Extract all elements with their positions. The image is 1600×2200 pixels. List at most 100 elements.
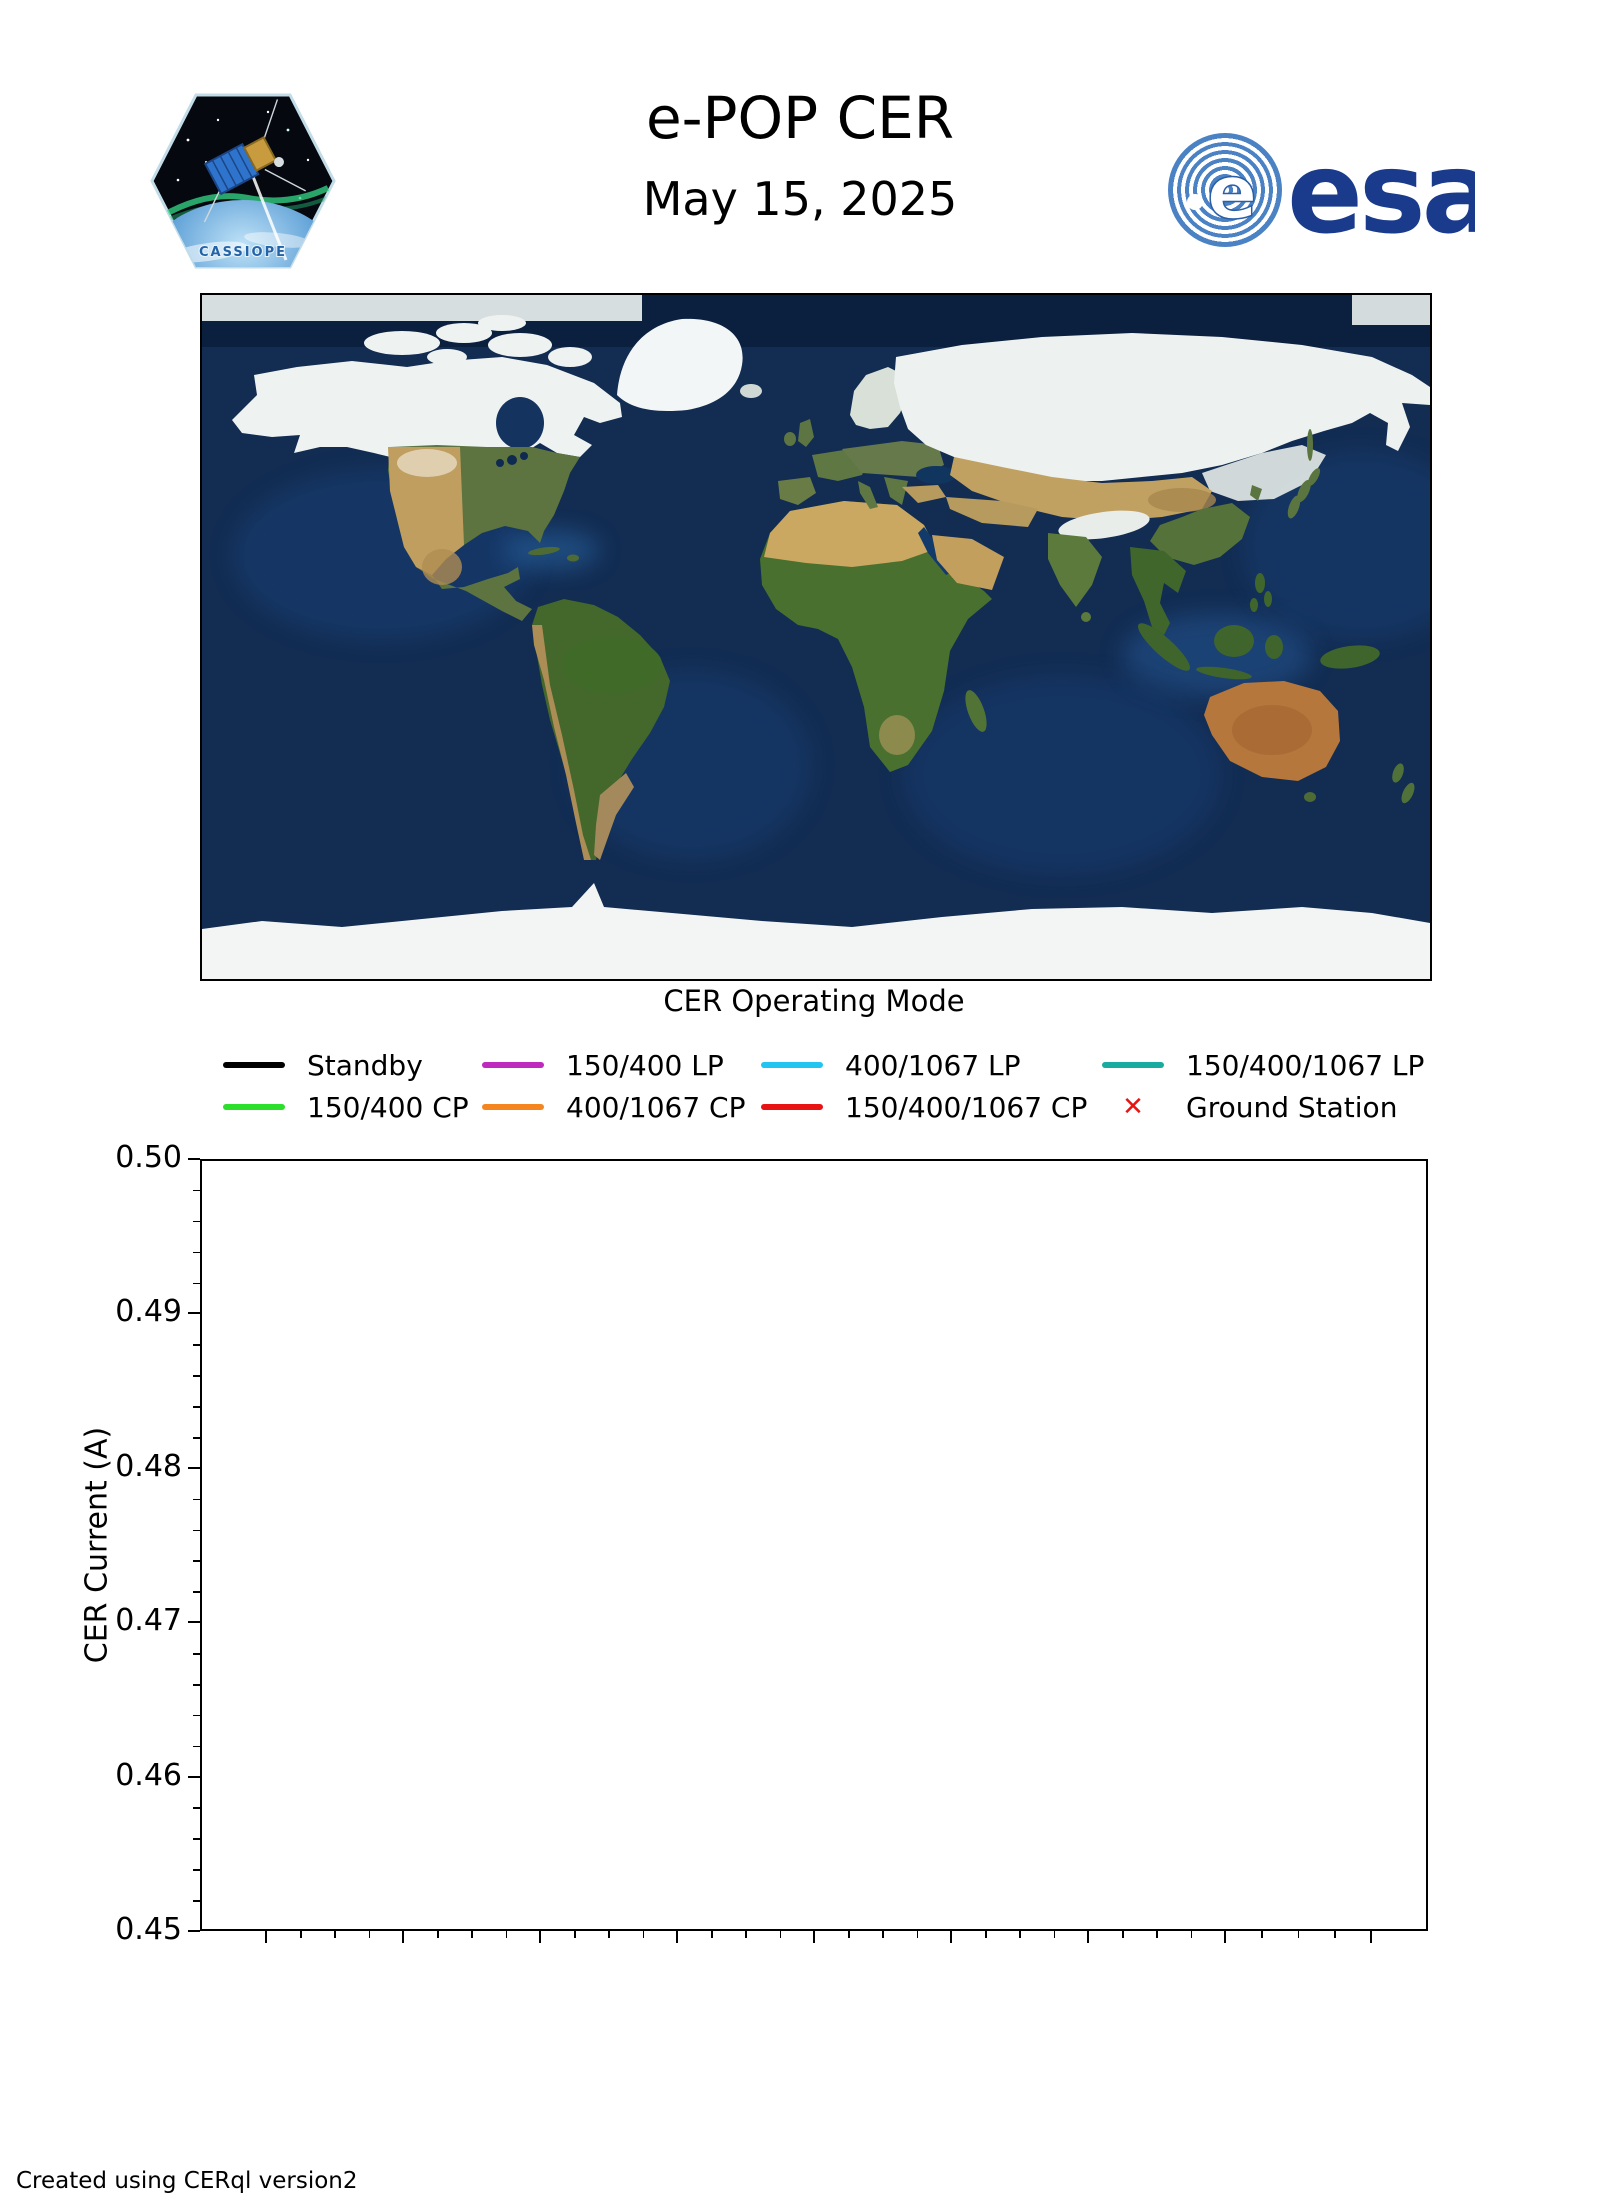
legend-item: 150/400/1067 LP	[1102, 1048, 1424, 1082]
legend-item: 150/400 CP	[223, 1090, 469, 1124]
y-tick	[188, 1158, 200, 1160]
y-minor-tick	[193, 1529, 200, 1532]
x-minor-tick	[505, 1931, 508, 1938]
y-tick	[188, 1930, 200, 1932]
y-minor-tick	[193, 1220, 200, 1223]
y-minor-tick	[193, 1591, 200, 1593]
x-tick	[1370, 1931, 1372, 1943]
x-minor-tick	[334, 1931, 337, 1938]
x-tick	[265, 1931, 267, 1943]
cer-current-plot	[200, 1159, 1428, 1931]
legend-item: 400/1067 LP	[761, 1048, 1021, 1082]
legend-swatch-150/400/1067 CP	[761, 1104, 823, 1110]
y-tick-label: 0.45	[115, 1912, 182, 1947]
x-minor-tick	[985, 1931, 987, 1938]
legend-label: Standby	[307, 1048, 423, 1082]
y-minor-tick	[193, 1189, 200, 1192]
legend-swatch-150/400 CP	[223, 1104, 285, 1110]
x-minor-tick	[916, 1931, 919, 1938]
y-tick-label: 0.46	[115, 1757, 182, 1793]
y-minor-tick	[193, 1807, 200, 1810]
y-tick-label: 0.50	[115, 1140, 182, 1175]
x-minor-tick	[368, 1931, 371, 1938]
y-minor-tick	[193, 1436, 200, 1439]
legend-title: CER Operating Mode	[663, 984, 965, 1018]
x-minor-tick	[745, 1931, 747, 1938]
x-minor-tick	[1019, 1931, 1021, 1938]
y-minor-tick	[193, 1714, 200, 1717]
x-minor-tick	[1053, 1931, 1056, 1938]
x-tick	[1086, 1931, 1089, 1943]
legend-label: Ground Station	[1186, 1090, 1398, 1124]
y-minor-tick	[193, 1745, 200, 1748]
svg-text:CASSIOPE: CASSIOPE	[199, 245, 287, 260]
x-tick	[812, 1931, 815, 1943]
x-minor-tick	[1297, 1931, 1300, 1938]
y-tick	[188, 1621, 200, 1624]
legend-label: 150/400/1067 CP	[845, 1090, 1088, 1124]
legend-label: 400/1067 CP	[566, 1090, 746, 1124]
x-minor-tick	[642, 1931, 645, 1938]
legend-item: Standby	[223, 1048, 423, 1082]
x-tick	[401, 1931, 404, 1943]
x-minor-tick	[471, 1931, 474, 1938]
svg-text:esa: esa	[1287, 129, 1475, 253]
y-minor-tick	[193, 1900, 200, 1902]
x-minor-tick	[300, 1931, 302, 1938]
y-minor-tick	[193, 1344, 200, 1346]
y-tick	[188, 1775, 200, 1778]
y-minor-tick	[193, 1869, 200, 1871]
legend-swatch-Standby	[223, 1062, 285, 1068]
y-tick	[188, 1312, 200, 1315]
x-minor-tick	[882, 1931, 884, 1938]
legend: Standby 150/400 LP 400/1067 LP 150/400/1067…	[0, 1030, 1600, 1140]
esa-logo-icon: e esa	[1165, 128, 1497, 259]
y-minor-tick	[193, 1838, 200, 1840]
legend-label: 150/400 LP	[566, 1048, 724, 1082]
y-minor-tick	[193, 1498, 200, 1501]
legend-swatch-400/1067 CP	[482, 1104, 544, 1110]
footer-credit: Created using CERql version2	[16, 2168, 358, 2194]
x-minor-tick	[437, 1931, 439, 1938]
x-minor-tick	[574, 1931, 576, 1938]
y-minor-tick	[193, 1251, 200, 1254]
y-minor-tick	[193, 1375, 200, 1377]
legend-swatch-150/400/1067 LP	[1102, 1062, 1164, 1068]
x-tick	[949, 1931, 952, 1943]
legend-item: 400/1067 CP	[482, 1090, 745, 1124]
x-minor-tick	[1190, 1931, 1193, 1938]
legend-item: ✕ Ground Station	[1102, 1090, 1397, 1124]
cassiope-mission-patch-icon: CASSIOPE	[148, 90, 338, 272]
ground-station-x-icon: ✕	[1122, 1092, 1144, 1122]
legend-swatch-400/1067 LP	[761, 1062, 823, 1068]
legend-item: 150/400 LP	[482, 1048, 724, 1082]
x-minor-tick	[1122, 1931, 1124, 1938]
world-map	[200, 293, 1482, 981]
y-minor-tick	[193, 1683, 200, 1686]
y-axis-label: CER Current (A)	[79, 1426, 115, 1664]
legend-label: 400/1067 LP	[845, 1048, 1021, 1082]
y-minor-tick	[193, 1560, 200, 1563]
legend-label: 150/400/1067 LP	[1186, 1048, 1425, 1082]
x-minor-tick	[848, 1931, 850, 1938]
legend-swatch-150/400 LP	[482, 1062, 544, 1068]
x-minor-tick	[1334, 1931, 1337, 1938]
x-tick	[675, 1931, 678, 1943]
x-tick	[1223, 1931, 1226, 1943]
legend-item: 150/400/1067 CP	[761, 1090, 1087, 1124]
y-tick-label: 0.49	[115, 1294, 182, 1330]
page-title: e-POP CER	[645, 84, 955, 152]
x-minor-tick	[608, 1931, 611, 1938]
y-minor-tick	[193, 1282, 200, 1285]
svg-text:e: e	[1207, 150, 1257, 236]
page-date: May 15, 2025	[642, 172, 958, 226]
x-minor-tick	[711, 1931, 713, 1938]
x-minor-tick	[1261, 1931, 1263, 1938]
x-minor-tick	[779, 1931, 782, 1938]
x-minor-tick	[1156, 1931, 1158, 1938]
legend-label: 150/400 CP	[307, 1090, 469, 1124]
y-tick	[188, 1466, 200, 1469]
x-tick	[538, 1931, 541, 1943]
y-minor-tick	[193, 1406, 200, 1408]
